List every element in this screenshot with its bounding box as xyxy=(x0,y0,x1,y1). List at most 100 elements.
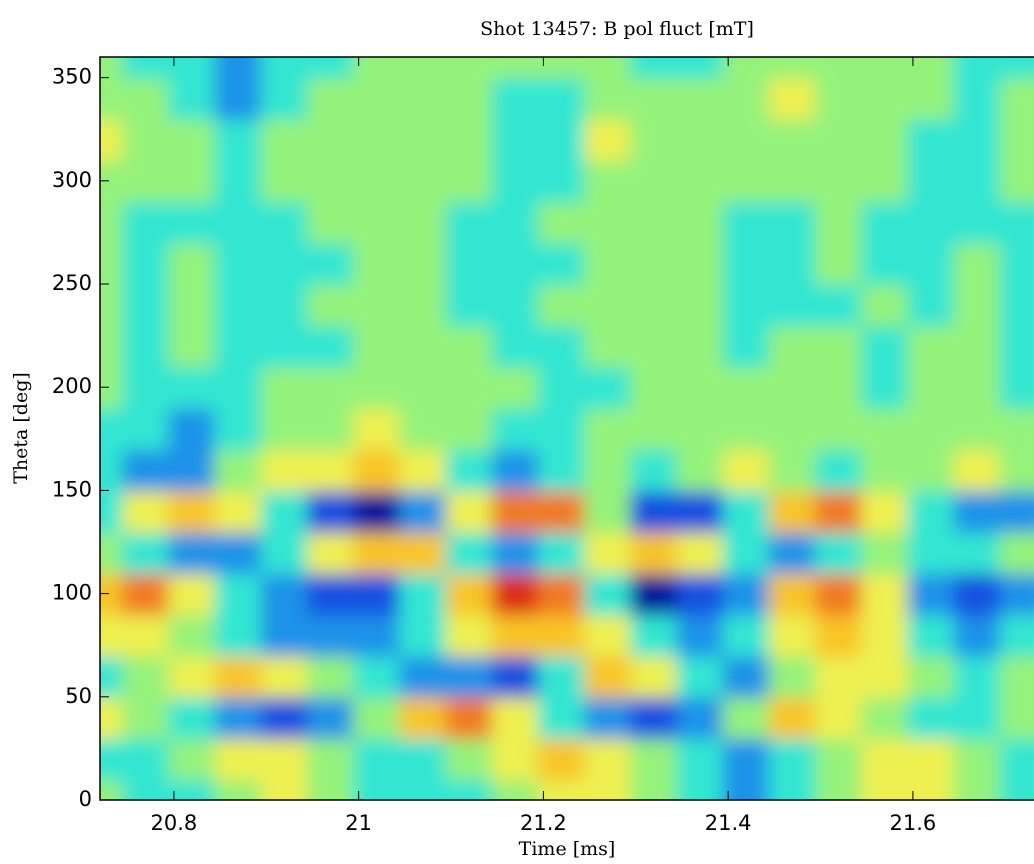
contour-cell xyxy=(168,365,217,409)
contour-cell xyxy=(630,159,679,203)
contour-cell xyxy=(630,406,679,451)
contour-cell xyxy=(537,571,586,616)
contour-cell xyxy=(722,200,771,244)
contour-cell xyxy=(168,695,217,740)
contour-cell xyxy=(445,76,494,120)
contour-cell xyxy=(953,737,1002,781)
contour-cell xyxy=(676,406,725,451)
contour-cell xyxy=(814,571,864,616)
contour-cell xyxy=(953,489,1002,533)
contour-cell xyxy=(214,200,263,244)
contour-cell xyxy=(214,489,263,533)
contour-cell xyxy=(100,613,125,657)
contour-cell xyxy=(100,530,125,574)
contour-cell xyxy=(583,489,633,533)
contour-cell xyxy=(306,406,356,451)
contour-cell xyxy=(100,489,125,533)
contour-cell xyxy=(861,613,910,657)
contour-cell xyxy=(399,283,448,327)
contour-cell xyxy=(907,117,956,162)
contour-cell xyxy=(306,489,356,533)
contour-cell xyxy=(122,200,171,244)
contour-cell xyxy=(722,324,771,368)
contour-cell xyxy=(353,737,402,781)
contour-cell xyxy=(722,695,771,740)
contour-cell xyxy=(630,283,679,327)
contour-cell xyxy=(168,76,217,120)
contour-cell xyxy=(353,324,402,368)
contour-cell xyxy=(907,76,956,120)
contour-cell xyxy=(214,159,263,203)
contour-cell xyxy=(814,406,864,451)
contour-cell xyxy=(445,695,494,740)
contour-cell xyxy=(122,737,171,781)
contour-cell xyxy=(122,283,171,327)
contour-cell xyxy=(122,57,171,79)
contour-cell xyxy=(861,530,910,574)
contour-cell xyxy=(353,654,402,698)
contour-cell xyxy=(445,117,494,162)
contour-cell xyxy=(861,365,910,409)
contour-cell xyxy=(999,365,1034,409)
contour-cell xyxy=(100,406,125,451)
contour-cell xyxy=(491,76,540,120)
contour-cell xyxy=(168,57,217,79)
contour-cell xyxy=(953,117,1002,162)
contour-cell xyxy=(260,571,309,616)
y-tick-label: 300 xyxy=(52,168,92,192)
contour-cell xyxy=(907,654,956,698)
contour-cell xyxy=(306,283,356,327)
contour-cell xyxy=(537,117,586,162)
contour-cell xyxy=(861,117,910,162)
contour-cell xyxy=(907,489,956,533)
contour-cell xyxy=(583,737,633,781)
contour-cell xyxy=(768,489,817,533)
contour-cell xyxy=(768,76,817,120)
contour-cell xyxy=(999,241,1034,286)
contour-cell xyxy=(399,613,448,657)
contour-cell xyxy=(953,324,1002,368)
contour-cell xyxy=(676,283,725,327)
contour-cell xyxy=(306,365,356,409)
contour-cell xyxy=(953,365,1002,409)
contour-cell xyxy=(861,324,910,368)
contour-cell xyxy=(445,57,494,79)
contour-cell xyxy=(260,117,309,162)
contour-cell xyxy=(445,159,494,203)
contour-cell xyxy=(999,117,1034,162)
contour-cell xyxy=(214,117,263,162)
contour-cell xyxy=(768,117,817,162)
contour-cell xyxy=(768,365,817,409)
contour-cell xyxy=(260,406,309,451)
contour-cell xyxy=(861,283,910,327)
contour-cell xyxy=(399,654,448,698)
contour-cell xyxy=(537,778,586,800)
contour-cell xyxy=(260,530,309,574)
contour-cell xyxy=(100,654,125,698)
contour-cell xyxy=(260,613,309,657)
contour-cell xyxy=(399,365,448,409)
contour-cell xyxy=(445,283,494,327)
contour-cell xyxy=(676,117,725,162)
contour-cell xyxy=(583,283,633,327)
contour-cell xyxy=(306,571,356,616)
contour-cell xyxy=(491,530,540,574)
contour-cell xyxy=(399,76,448,120)
contour-cell xyxy=(260,241,309,286)
contour-cell xyxy=(676,159,725,203)
contour-cell xyxy=(214,654,263,698)
contour-cell xyxy=(399,489,448,533)
contour-cell xyxy=(953,695,1002,740)
contour-cell xyxy=(168,200,217,244)
contour-cell xyxy=(722,76,771,120)
contour-cell xyxy=(399,695,448,740)
contour-cell xyxy=(861,695,910,740)
contour-cell xyxy=(260,489,309,533)
contour-cell xyxy=(583,324,633,368)
contour-cell xyxy=(814,530,864,574)
x-tick-label: 21.4 xyxy=(705,811,752,835)
contour-cell xyxy=(583,241,633,286)
contour-cell xyxy=(999,406,1034,451)
contour-cell xyxy=(399,778,448,800)
contour-cell xyxy=(630,200,679,244)
